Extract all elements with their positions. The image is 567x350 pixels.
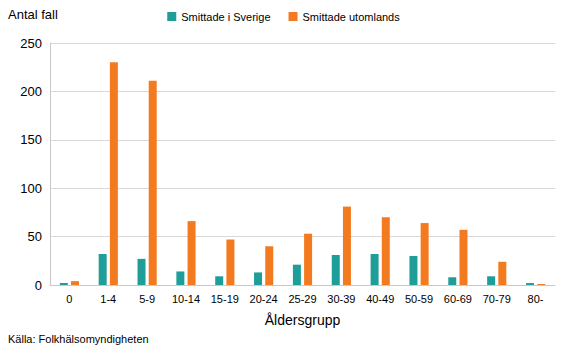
svg-text:40-49: 40-49 xyxy=(366,293,394,305)
svg-text:5-9: 5-9 xyxy=(139,293,155,305)
svg-text:Antal fall: Antal fall xyxy=(8,7,58,22)
svg-text:30-39: 30-39 xyxy=(327,293,355,305)
svg-text:Smittade utomlands: Smittade utomlands xyxy=(303,11,401,23)
svg-text:70-79: 70-79 xyxy=(483,293,511,305)
svg-text:Åldersgrupp: Åldersgrupp xyxy=(265,312,341,328)
svg-text:20-24: 20-24 xyxy=(250,293,278,305)
svg-text:Källa: Folkhälsomyndigheten: Källa: Folkhälsomyndigheten xyxy=(8,333,149,345)
svg-text:25-29: 25-29 xyxy=(288,293,316,305)
svg-text:100: 100 xyxy=(20,181,42,196)
svg-text:80-: 80- xyxy=(528,293,544,305)
svg-text:1-4: 1-4 xyxy=(100,293,116,305)
svg-text:50: 50 xyxy=(28,229,42,244)
svg-text:15-19: 15-19 xyxy=(211,293,239,305)
svg-text:150: 150 xyxy=(20,132,42,147)
svg-text:250: 250 xyxy=(20,36,42,51)
svg-text:50-59: 50-59 xyxy=(405,293,433,305)
svg-text:200: 200 xyxy=(20,84,42,99)
svg-text:10-14: 10-14 xyxy=(172,293,200,305)
svg-text:Smittade i Sverige: Smittade i Sverige xyxy=(181,11,270,23)
svg-text:0: 0 xyxy=(66,293,72,305)
svg-text:60-69: 60-69 xyxy=(444,293,472,305)
svg-text:0: 0 xyxy=(35,278,42,293)
